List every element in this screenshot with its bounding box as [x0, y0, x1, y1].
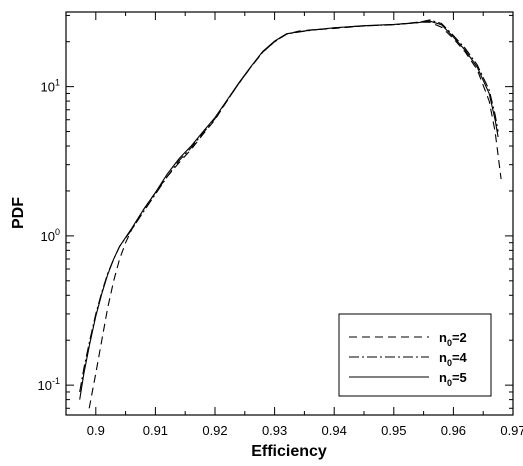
- x-tick-label: 0.93: [262, 423, 287, 438]
- x-tick-label: 0.95: [381, 423, 406, 438]
- x-axis: 0.9 0.91 0.92 0.93 0.94 0.95 0.96 0.97: [65, 12, 523, 438]
- legend-box: [338, 313, 492, 397]
- y-tick-label: 101: [41, 78, 60, 95]
- x-tick-label: 0.9: [87, 423, 105, 438]
- x-tick-label: 0.94: [322, 423, 347, 438]
- legend-label: n0=4: [439, 350, 468, 368]
- x-tick-label: 0.92: [202, 423, 227, 438]
- y-tick-label: 10-1: [38, 376, 60, 393]
- y-axis: 10-1 100 101: [38, 14, 513, 409]
- legend: n0=2 n0=4 n0=5: [338, 313, 492, 397]
- y-tick-label: 100: [41, 227, 60, 244]
- x-tick-label: 0.91: [143, 423, 168, 438]
- y-axis-label: PDF: [10, 197, 27, 229]
- series-n0-5-line: [79, 20, 499, 400]
- x-tick-label: 0.97: [500, 423, 523, 438]
- x-tick-label: 0.96: [441, 423, 466, 438]
- legend-label: n0=2: [439, 330, 467, 348]
- legend-label: n0=5: [439, 370, 467, 388]
- plot-frame: [65, 11, 514, 416]
- x-axis-label: Efficiency: [251, 443, 327, 460]
- plot-content: [79, 19, 502, 409]
